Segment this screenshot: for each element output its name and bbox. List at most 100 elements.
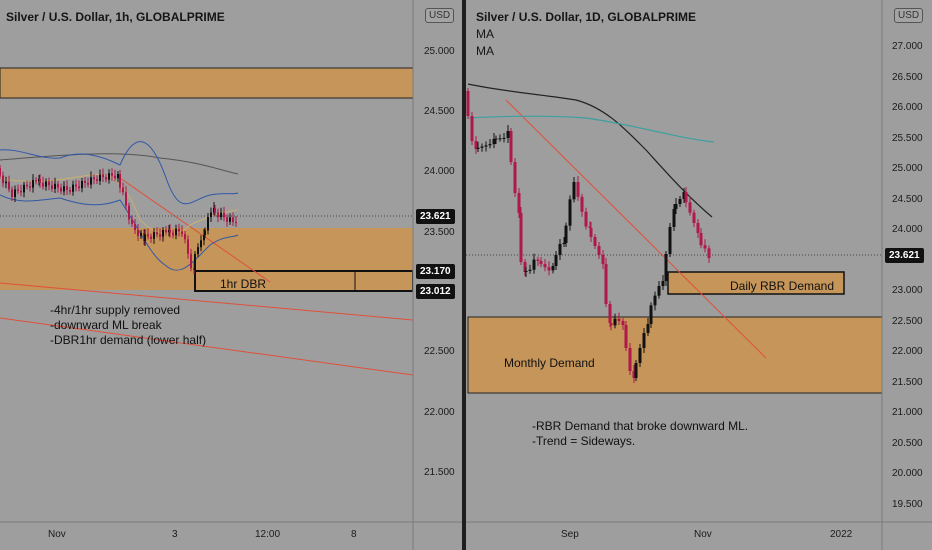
candle-body xyxy=(150,236,152,239)
daily-rbr-demand-zone xyxy=(667,271,845,295)
candle-body xyxy=(8,181,10,190)
candle-body xyxy=(147,234,149,237)
right-y-tick: 21.500 xyxy=(892,376,923,388)
right-currency-button[interactable]: USD xyxy=(894,8,924,23)
right-y-tick: 20.500 xyxy=(892,437,923,449)
right-note-2: -Trend = Sideways. xyxy=(532,434,636,448)
candle-body xyxy=(621,321,625,325)
left-x-tick: 3 xyxy=(172,529,178,540)
ma-indicator-label[interactable]: MA xyxy=(476,27,494,41)
candle-body xyxy=(517,193,521,213)
candle-body xyxy=(20,190,22,193)
candle-body xyxy=(117,174,119,179)
left-y-tick: 25.000 xyxy=(424,46,455,57)
candle-body xyxy=(492,139,496,145)
candle-body xyxy=(494,138,498,140)
left-y-tick: 24.000 xyxy=(424,166,455,177)
candle-body xyxy=(122,187,124,193)
teal-ma-line xyxy=(467,115,715,143)
left-zone-top-price-label: 23.170 xyxy=(416,264,455,279)
left-chart-pane[interactable]: Silver / U.S. Dollar, 1h, GLOBALPRIME US… xyxy=(0,0,462,550)
candle-body xyxy=(692,212,696,223)
left-chart-title: Silver / U.S. Dollar, 1h, GLOBALPRIME xyxy=(6,10,225,24)
candle-body xyxy=(657,286,661,296)
right-y-tick: 24.000 xyxy=(892,224,923,235)
candle-body xyxy=(169,230,171,233)
candle-body xyxy=(554,255,558,266)
pane-divider[interactable] xyxy=(462,0,466,550)
candle-body xyxy=(634,363,638,378)
candle-body xyxy=(476,147,480,149)
candle-body xyxy=(214,208,216,213)
candle-body xyxy=(608,304,612,323)
candle-body xyxy=(551,266,555,271)
left-currency-button[interactable]: USD xyxy=(425,8,455,23)
left-y-tick: 22.000 xyxy=(424,407,455,418)
candle-body xyxy=(39,179,41,183)
candle-body xyxy=(223,212,225,218)
candle-body xyxy=(204,230,206,235)
candle-body xyxy=(235,221,237,223)
right-y-tick: 23.000 xyxy=(892,285,923,296)
right-current-price-label: 23.621 xyxy=(885,248,924,263)
candle-body xyxy=(156,232,158,235)
candle-body xyxy=(513,162,517,193)
candle-body xyxy=(125,192,127,206)
candle-body xyxy=(84,181,86,183)
supply-zone xyxy=(0,67,414,99)
candle-body xyxy=(17,189,19,191)
candle-body xyxy=(128,205,130,220)
candle-body xyxy=(78,186,80,189)
bb-lower xyxy=(0,194,239,271)
candle-body xyxy=(210,212,212,217)
right-chart-title: Silver / U.S. Dollar, 1D, GLOBALPRIME xyxy=(476,10,697,24)
dbr-zone-label: 1hr DBR xyxy=(220,277,267,291)
candle-body xyxy=(165,229,167,233)
candle-body xyxy=(190,253,192,269)
candle-body xyxy=(217,212,219,218)
right-x-tick: Sep xyxy=(561,529,579,540)
candle-body xyxy=(668,227,672,254)
candle-body xyxy=(547,267,551,271)
candle-body xyxy=(194,254,196,270)
candle-body xyxy=(181,231,183,234)
ma-indicator-label[interactable]: MA xyxy=(476,44,494,58)
candle-body xyxy=(93,177,95,180)
right-chart-pane[interactable]: Silver / U.S. Dollar, 1D, GLOBALPRIME MA… xyxy=(466,0,932,550)
candle-body xyxy=(524,270,528,272)
candle-body xyxy=(203,235,205,241)
left-note-3: -DBR1hr demand (lower half) xyxy=(50,333,207,347)
candle-body xyxy=(63,186,65,192)
trend-line-2 xyxy=(0,317,414,376)
left-y-tick: 22.500 xyxy=(424,346,455,357)
candle-body xyxy=(562,243,566,244)
candle-body xyxy=(580,196,584,212)
left-note-1: -4hr/1hr supply removed xyxy=(50,303,181,317)
candle-body xyxy=(674,204,678,209)
candle-body xyxy=(488,144,492,146)
right-y-tick: 26.500 xyxy=(892,71,923,83)
right-y-tick: 22.500 xyxy=(892,315,923,327)
candle-body xyxy=(470,116,474,141)
candle-body xyxy=(14,189,16,197)
left-y-tick: 23.500 xyxy=(424,227,455,238)
candle-body xyxy=(69,190,71,192)
right-chart-canvas[interactable] xyxy=(466,0,932,550)
left-chart-canvas[interactable] xyxy=(0,0,462,550)
candle-body xyxy=(57,183,59,188)
candle-body xyxy=(466,91,470,116)
candle-body xyxy=(2,175,4,184)
candle-body xyxy=(175,228,177,236)
candle-body xyxy=(568,199,572,226)
candle-body xyxy=(226,217,228,222)
right-x-tick: 2022 xyxy=(830,529,853,540)
candle-body xyxy=(558,244,562,255)
candle-body xyxy=(528,269,532,271)
candle-body xyxy=(498,138,502,140)
candle-body xyxy=(684,192,688,203)
candle-body xyxy=(589,228,593,237)
candle-body xyxy=(597,246,601,255)
left-current-price-label: 23.621 xyxy=(416,209,455,224)
candle-body xyxy=(102,174,104,178)
candle-body xyxy=(229,217,231,222)
